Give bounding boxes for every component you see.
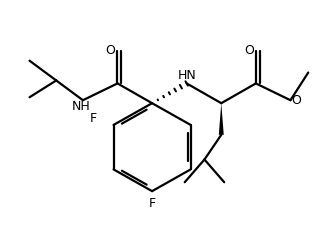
Text: F: F <box>149 197 156 209</box>
Text: O: O <box>106 44 115 57</box>
Text: HN: HN <box>177 69 196 82</box>
Text: NH: NH <box>71 100 90 113</box>
Text: O: O <box>244 44 254 57</box>
Polygon shape <box>219 103 224 135</box>
Text: O: O <box>292 94 301 107</box>
Text: F: F <box>90 112 97 124</box>
